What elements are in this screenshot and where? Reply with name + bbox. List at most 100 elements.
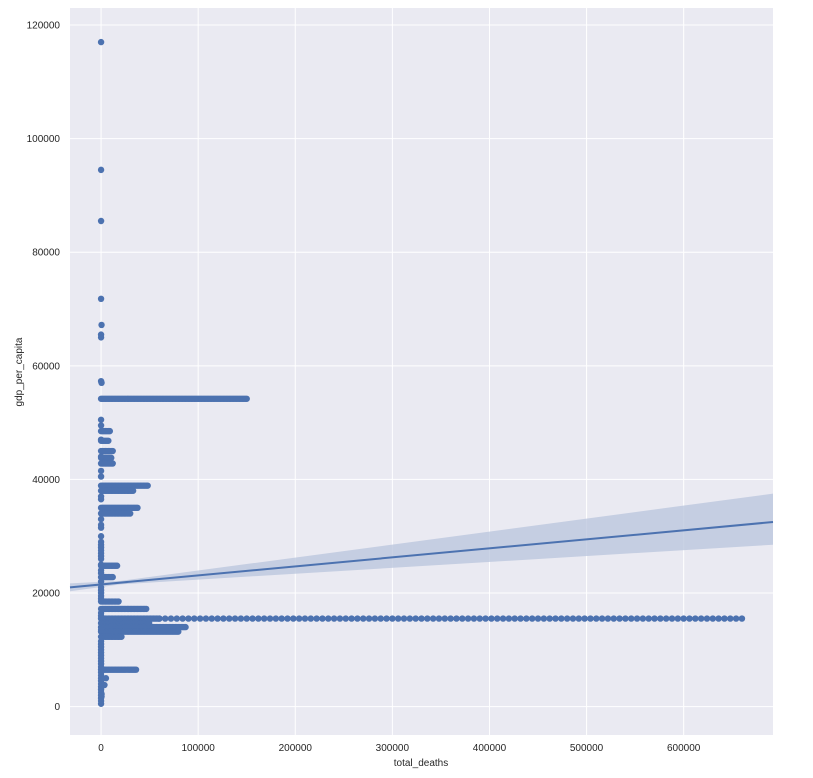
- data-point: [161, 615, 169, 622]
- data-point: [97, 700, 105, 707]
- data-point: [389, 615, 396, 622]
- data-point: [97, 166, 105, 174]
- data-point: [106, 427, 114, 435]
- data-point: [97, 334, 105, 341]
- data-point: [301, 615, 309, 622]
- x-tick-label: 300000: [376, 743, 410, 754]
- data-point: [97, 416, 105, 423]
- data-point: [348, 615, 355, 622]
- data-point: [255, 615, 262, 622]
- data-point: [97, 626, 105, 634]
- y-tick-label: 40000: [32, 475, 60, 486]
- data-point: [290, 615, 297, 622]
- data-point: [98, 379, 105, 387]
- data-point: [354, 615, 361, 622]
- data-point: [680, 615, 687, 622]
- data-point: [97, 533, 105, 540]
- data-point: [598, 615, 606, 622]
- data-point: [470, 615, 478, 622]
- data-point: [97, 38, 105, 46]
- y-tick-label: 100000: [27, 134, 61, 145]
- data-point: [418, 615, 425, 622]
- data-point: [108, 454, 115, 462]
- y-tick-label: 20000: [32, 589, 60, 600]
- data-point: [319, 615, 326, 622]
- data-point: [237, 615, 245, 622]
- data-point: [546, 615, 553, 622]
- data-point: [587, 615, 594, 622]
- data-point: [98, 690, 105, 698]
- data-point: [97, 217, 105, 225]
- data-point: [97, 561, 105, 568]
- data-point: [505, 615, 513, 622]
- data-point: [325, 615, 332, 622]
- data-point: [220, 615, 227, 622]
- data-point: [499, 615, 507, 622]
- x-tick-label: 0: [98, 743, 104, 754]
- data-point: [143, 605, 150, 613]
- data-point: [360, 615, 367, 622]
- data-point: [97, 555, 105, 563]
- data-points: [97, 38, 746, 707]
- data-point: [732, 615, 740, 622]
- data-point: [593, 615, 600, 622]
- data-point: [459, 615, 466, 622]
- data-point: [129, 487, 137, 494]
- plot-background: [70, 8, 773, 735]
- gridlines: [70, 8, 773, 735]
- data-point: [97, 524, 105, 531]
- data-point: [105, 437, 112, 444]
- data-point: [394, 615, 402, 622]
- x-axis-label: total_deaths: [394, 758, 449, 769]
- data-point: [383, 615, 390, 622]
- data-point: [628, 615, 635, 622]
- data-point: [272, 615, 280, 622]
- data-point: [639, 615, 647, 622]
- data-point: [98, 321, 105, 329]
- data-point: [132, 666, 140, 673]
- data-point: [266, 615, 274, 622]
- data-point: [575, 615, 583, 622]
- data-point: [412, 615, 419, 622]
- data-point: [102, 675, 110, 682]
- y-tick-label: 120000: [27, 21, 61, 32]
- data-point: [523, 615, 530, 622]
- data-point: [400, 615, 408, 622]
- data-point: [674, 615, 682, 622]
- data-point: [581, 615, 588, 622]
- x-tick-label: 100000: [181, 743, 215, 754]
- data-point: [511, 615, 518, 622]
- data-point: [134, 504, 141, 512]
- data-point: [429, 615, 437, 622]
- data-point: [175, 628, 182, 635]
- data-point: [295, 615, 303, 622]
- data-point: [115, 598, 122, 605]
- data-point: [249, 615, 256, 622]
- data-point: [494, 615, 501, 622]
- data-point: [336, 615, 344, 622]
- data-point: [97, 578, 105, 585]
- data-point: [435, 615, 443, 622]
- data-point: [214, 615, 221, 622]
- data-point: [482, 615, 489, 622]
- x-tick-label: 200000: [279, 743, 313, 754]
- data-point: [534, 615, 542, 622]
- data-point: [127, 510, 134, 517]
- data-point: [97, 453, 105, 460]
- data-point: [668, 615, 676, 622]
- regression-line-path: [69, 521, 774, 589]
- data-point: [662, 615, 670, 622]
- data-point: [202, 615, 210, 622]
- data-point: [97, 422, 105, 429]
- data-point: [97, 473, 105, 480]
- data-point: [179, 615, 186, 622]
- data-point: [97, 595, 105, 602]
- data-point: [243, 395, 250, 402]
- data-point: [118, 633, 125, 640]
- data-point: [307, 615, 315, 622]
- data-point: [709, 615, 716, 622]
- data-point: [243, 615, 250, 622]
- data-point: [371, 615, 379, 622]
- data-point: [113, 562, 121, 569]
- confidence-band-area: [70, 493, 773, 592]
